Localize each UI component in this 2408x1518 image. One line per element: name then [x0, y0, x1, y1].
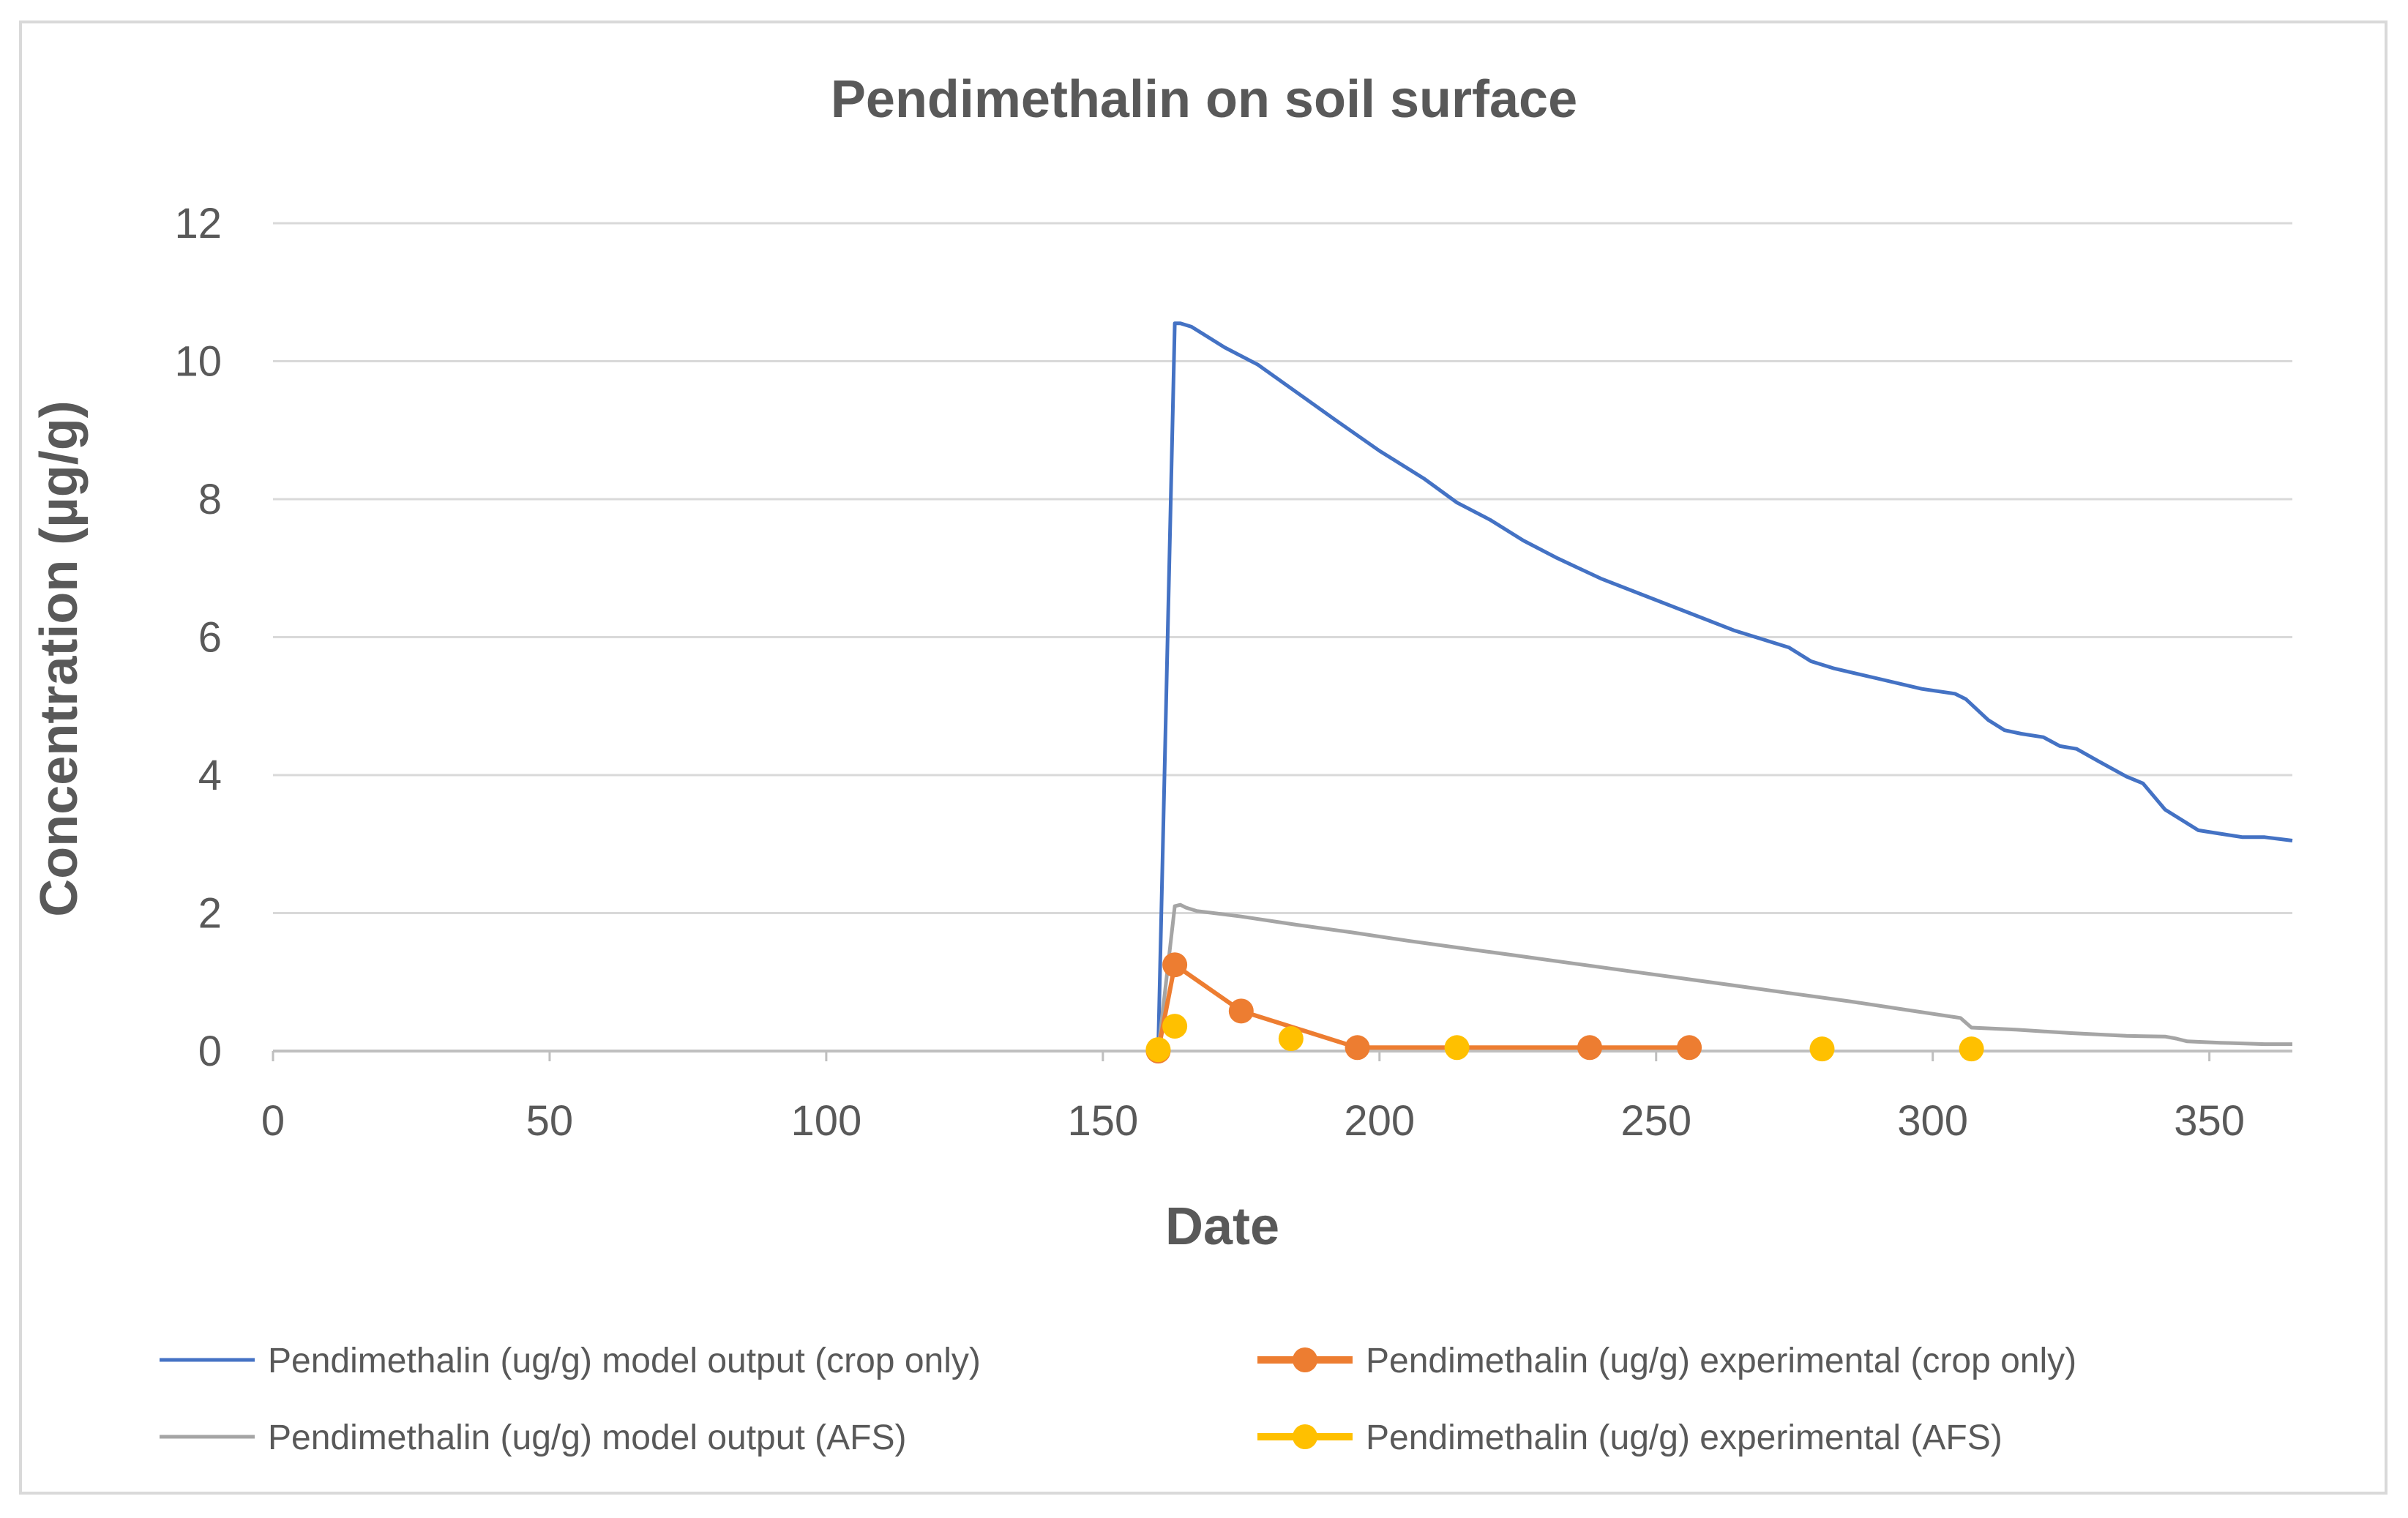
series-layer [1145, 321, 2293, 1063]
series-4-point [1444, 1035, 1470, 1061]
legend-item: Pendimethalin (ug/g) model output (AFS) [160, 1418, 906, 1457]
chart-title: Pendimethalin on soil surface [831, 70, 1577, 129]
legend-item: Pendimethalin (ug/g) experimental (crop … [1257, 1342, 2076, 1380]
legend-label: Pendimethalin (ug/g) model output (AFS) [268, 1418, 906, 1457]
series-3-line [1156, 902, 2292, 1052]
y-tick-label: 8 [198, 476, 222, 523]
series-2-point [1677, 1035, 1702, 1061]
series-4-point [1162, 1014, 1188, 1039]
y-tick-label: 6 [198, 614, 222, 662]
series-2-point [1577, 1035, 1603, 1061]
gridlines [272, 222, 2292, 1061]
series-1-line [1156, 321, 2293, 1052]
series-4-point [1959, 1036, 1984, 1062]
series-4-point [1145, 1037, 1171, 1063]
legend-swatch-marker [1293, 1424, 1317, 1449]
series-4-point [1809, 1036, 1835, 1062]
legend-item: Pendimethalin (ug/g) experimental (AFS) [1257, 1418, 2003, 1457]
legend-item: Pendimethalin (ug/g) model output (crop … [160, 1342, 981, 1380]
x-tick-label: 100 [790, 1097, 861, 1145]
x-tick-label: 350 [2174, 1097, 2245, 1145]
chart-frame [19, 20, 2388, 1495]
legend-swatch-marker [1293, 1347, 1317, 1372]
series-2-line [1156, 962, 1690, 1052]
series-2-point [1228, 998, 1254, 1024]
x-tick-label: 150 [1067, 1097, 1138, 1145]
legend-label: Pendimethalin (ug/g) model output (crop … [268, 1342, 981, 1380]
series-2-point [1345, 1035, 1370, 1061]
series-4-point [1278, 1026, 1304, 1052]
legend-label: Pendimethalin (ug/g) experimental (AFS) [1366, 1418, 2003, 1457]
x-tick-label: 0 [261, 1097, 285, 1145]
y-tick-labels: 0 2 4 6 8 10 12 [174, 200, 222, 1075]
series-2-point [1162, 952, 1188, 978]
y-tick-label: 12 [174, 200, 222, 247]
x-axis-title: Date [1165, 1197, 1279, 1256]
y-tick-label: 0 [198, 1028, 222, 1075]
y-axis-title: Concentration (µg/g) [30, 400, 89, 916]
x-tick-label: 250 [1620, 1097, 1691, 1145]
y-tick-label: 10 [174, 338, 222, 386]
x-tick-label: 50 [526, 1097, 574, 1145]
x-tick-label: 200 [1344, 1097, 1415, 1145]
legend: Pendimethalin (ug/g) model output (crop … [160, 1342, 2076, 1457]
y-tick-label: 2 [198, 890, 222, 938]
x-tick-label: 300 [1897, 1097, 1968, 1145]
x-tick-labels: 0 50 100 150 200 250 300 350 [261, 1097, 2245, 1145]
y-tick-label: 4 [198, 752, 222, 799]
legend-label: Pendimethalin (ug/g) experimental (crop … [1366, 1342, 2076, 1380]
